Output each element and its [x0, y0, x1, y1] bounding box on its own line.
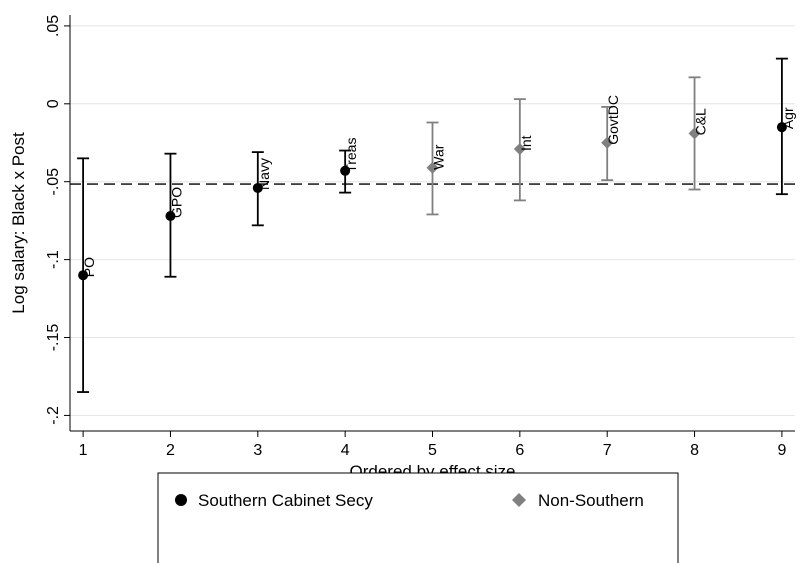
y-axis-title: Log salary: Black x Post [9, 132, 28, 314]
point-label: GPO [168, 187, 184, 218]
y-tick-label: .05 [45, 15, 62, 37]
legend-label-southern: Southern Cabinet Secy [198, 491, 373, 510]
point-label: War [431, 144, 447, 169]
axes: .05 0 -.05 -.1 -.15 -.2 1 2 3 4 5 6 7 8 9 [45, 15, 795, 459]
y-tick-label: 0 [45, 99, 62, 108]
point-marker-circle [340, 165, 351, 176]
point-marker-circle [78, 270, 89, 281]
x-tick-label: 1 [79, 442, 88, 459]
point-label: Navy [256, 158, 272, 190]
x-tick-label: 9 [777, 442, 786, 459]
x-tick-label: 3 [253, 442, 262, 459]
point-label: PO [81, 257, 97, 277]
point-marker-diamond [688, 127, 701, 140]
legend-marker-non-southern [512, 493, 526, 507]
point-marker-diamond [426, 161, 439, 174]
point-marker-diamond [513, 142, 526, 155]
legend-box [157, 472, 679, 563]
point-label: Int [518, 135, 534, 151]
y-tick-label: -.1 [45, 250, 62, 269]
x-tick-label: 2 [166, 442, 175, 459]
y-tick-label: -.15 [45, 324, 62, 352]
point-label: Treas [343, 138, 359, 173]
point-marker-diamond [601, 136, 614, 149]
point-marker-circle [165, 210, 176, 221]
point-labels: PO GPO Navy Treas Agr War Int GovtDC C&L [81, 95, 796, 277]
point-marker-circle [252, 182, 263, 193]
point-label: Agr [780, 107, 796, 129]
grid-lines [70, 25, 795, 416]
x-tick-label: 6 [515, 442, 524, 459]
x-tick-label: 8 [690, 442, 699, 459]
legend: Southern Cabinet Secy Non-Southern [157, 472, 679, 563]
legend-label-non-southern: Non-Southern [538, 491, 644, 510]
point-marker-circle [776, 122, 787, 133]
y-tick-label: -.2 [45, 406, 62, 425]
x-tick-label: 5 [428, 442, 437, 459]
x-tick-label: 7 [603, 442, 612, 459]
legend-marker-southern [175, 494, 187, 506]
y-tick-label: -.05 [45, 168, 62, 196]
point-label: GovtDC [605, 95, 621, 145]
x-tick-label: 4 [341, 442, 350, 459]
data-series [77, 57, 788, 393]
point-label: C&L [693, 108, 709, 135]
